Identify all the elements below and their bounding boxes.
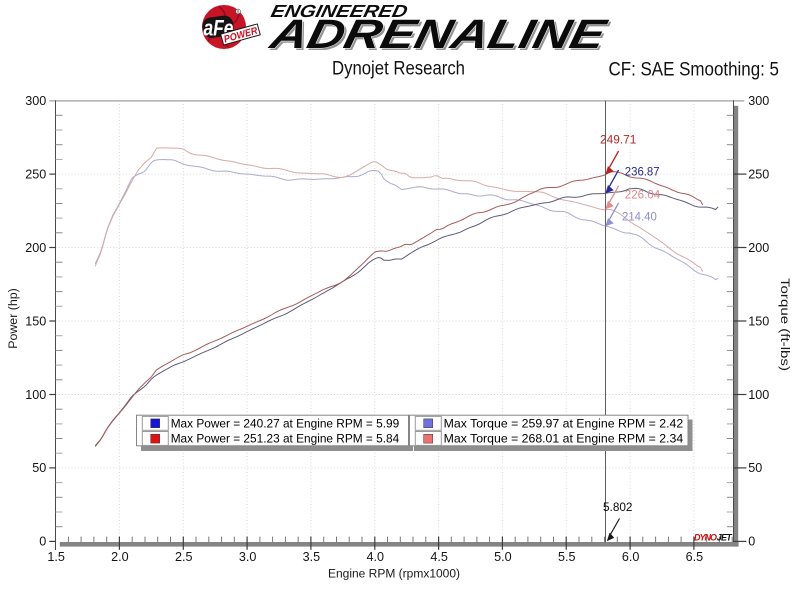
- svg-text:4.5: 4.5: [430, 550, 448, 564]
- svg-text:6.0: 6.0: [622, 550, 640, 564]
- svg-text:5.802: 5.802: [603, 500, 633, 514]
- svg-text:CF: SAE Smoothing: 5: CF: SAE Smoothing: 5: [609, 59, 780, 80]
- svg-text:0: 0: [39, 535, 46, 549]
- svg-text:2.0: 2.0: [111, 550, 129, 564]
- svg-text:5.5: 5.5: [558, 550, 576, 564]
- svg-text:214.40: 214.40: [622, 209, 657, 223]
- svg-text:249.71: 249.71: [600, 132, 636, 146]
- svg-text:Torque (ft-lbs): Torque (ft-lbs): [778, 278, 792, 371]
- svg-text:250: 250: [25, 167, 46, 181]
- svg-text:2.5: 2.5: [175, 550, 193, 564]
- svg-text:200: 200: [25, 241, 46, 255]
- svg-text:JET: JET: [717, 533, 734, 543]
- svg-text:Engine RPM (rpmx1000): Engine RPM (rpmx1000): [328, 567, 460, 581]
- svg-text:0: 0: [748, 535, 755, 549]
- svg-text:250: 250: [748, 167, 769, 181]
- svg-text:100: 100: [748, 388, 769, 402]
- svg-text:ENGINEERED: ENGINEERED: [269, 1, 410, 21]
- svg-text:Dynojet Research: Dynojet Research: [332, 59, 465, 80]
- svg-text:50: 50: [32, 461, 46, 475]
- svg-text:150: 150: [748, 314, 769, 328]
- svg-text:Max Torque = 259.97 at Engine: Max Torque = 259.97 at Engine RPM = 2.42: [444, 416, 684, 430]
- svg-text:Power (hp): Power (hp): [6, 288, 20, 349]
- svg-text:1.5: 1.5: [47, 550, 65, 564]
- svg-text:236.87: 236.87: [625, 164, 660, 178]
- svg-text:5.0: 5.0: [494, 550, 512, 564]
- svg-text:R: R: [236, 9, 239, 14]
- svg-text:226.04: 226.04: [625, 187, 660, 201]
- svg-text:DYNO: DYNO: [694, 533, 717, 543]
- svg-text:300: 300: [25, 94, 46, 108]
- svg-text:ADRENALINE: ADRENALINE: [267, 13, 614, 59]
- svg-text:Max Torque = 268.01 at Engine: Max Torque = 268.01 at Engine RPM = 2.34: [444, 432, 684, 446]
- svg-text:100: 100: [25, 388, 46, 402]
- svg-text:ADRENALINE: ADRENALINE: [265, 10, 612, 56]
- svg-text:50: 50: [748, 461, 762, 475]
- svg-text:300: 300: [748, 94, 769, 108]
- svg-text:3.0: 3.0: [239, 550, 257, 564]
- svg-text:150: 150: [25, 314, 46, 328]
- svg-text:Max Power = 251.23 at Engine R: Max Power = 251.23 at Engine RPM = 5.84: [171, 432, 400, 446]
- svg-text:3.5: 3.5: [303, 550, 321, 564]
- svg-text:4.0: 4.0: [366, 550, 384, 564]
- svg-text:6.5: 6.5: [686, 550, 704, 564]
- svg-text:Max Power = 240.27 at Engine R: Max Power = 240.27 at Engine RPM = 5.99: [171, 416, 400, 430]
- svg-text:200: 200: [748, 241, 769, 255]
